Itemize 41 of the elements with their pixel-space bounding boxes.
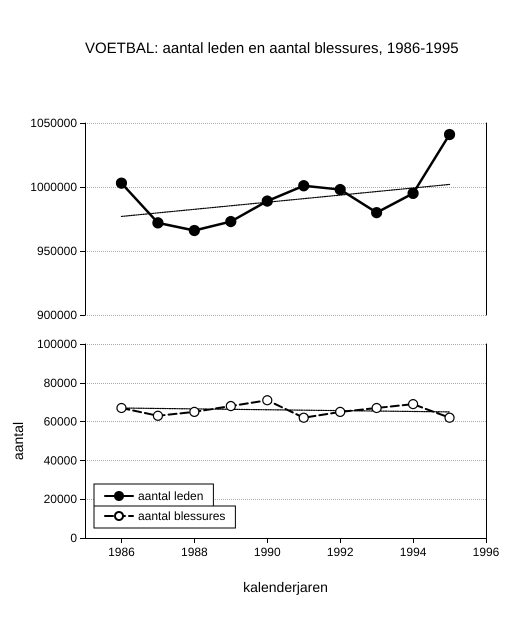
x-tick-label: 1990 [254, 545, 281, 559]
y-tick-label: 900000 [36, 308, 78, 322]
y-tick-label: 100000 [36, 337, 78, 351]
point [334, 184, 346, 196]
y-axis-title: aantal [10, 422, 26, 460]
chart-title: VOETBAL: aantal leden en aantal blessures, 1986-1995 [85, 40, 459, 57]
point [116, 178, 128, 189]
point [444, 412, 455, 423]
y-tick-label: 40000 [44, 453, 78, 468]
point [225, 216, 236, 228]
point [372, 402, 382, 414]
point [408, 188, 419, 199]
x-axis-title: kalenderjaren [243, 579, 328, 595]
point [408, 399, 418, 410]
x-tick-label: 1988 [181, 545, 208, 559]
x-tick-label: 1996 [472, 545, 500, 559]
y-tick-label: 1050000 [30, 116, 78, 130]
point [262, 395, 272, 406]
point [189, 406, 200, 417]
point [444, 128, 456, 140]
point [298, 412, 309, 423]
point [335, 406, 346, 417]
point [188, 224, 200, 236]
point [152, 410, 164, 421]
y-tick-label: 1000000 [30, 180, 78, 194]
point [152, 217, 164, 228]
legend-label: aantal leden [138, 489, 204, 503]
y-tick-label: 20000 [44, 492, 78, 506]
point [371, 207, 382, 218]
x-tick-label: 1986 [108, 545, 136, 559]
point [116, 402, 127, 414]
x-tick-label: 1992 [326, 545, 354, 559]
y-tick-label: 60000 [44, 414, 78, 429]
point [298, 180, 310, 192]
point [262, 195, 273, 207]
y-tick-label: 950000 [36, 244, 78, 258]
legend-label: aantal blessures [138, 509, 226, 523]
point [226, 400, 236, 412]
y-tick-label: 80000 [44, 376, 78, 390]
y-tick-label: 0 [70, 531, 78, 545]
x-tick-label: 1994 [400, 545, 427, 559]
